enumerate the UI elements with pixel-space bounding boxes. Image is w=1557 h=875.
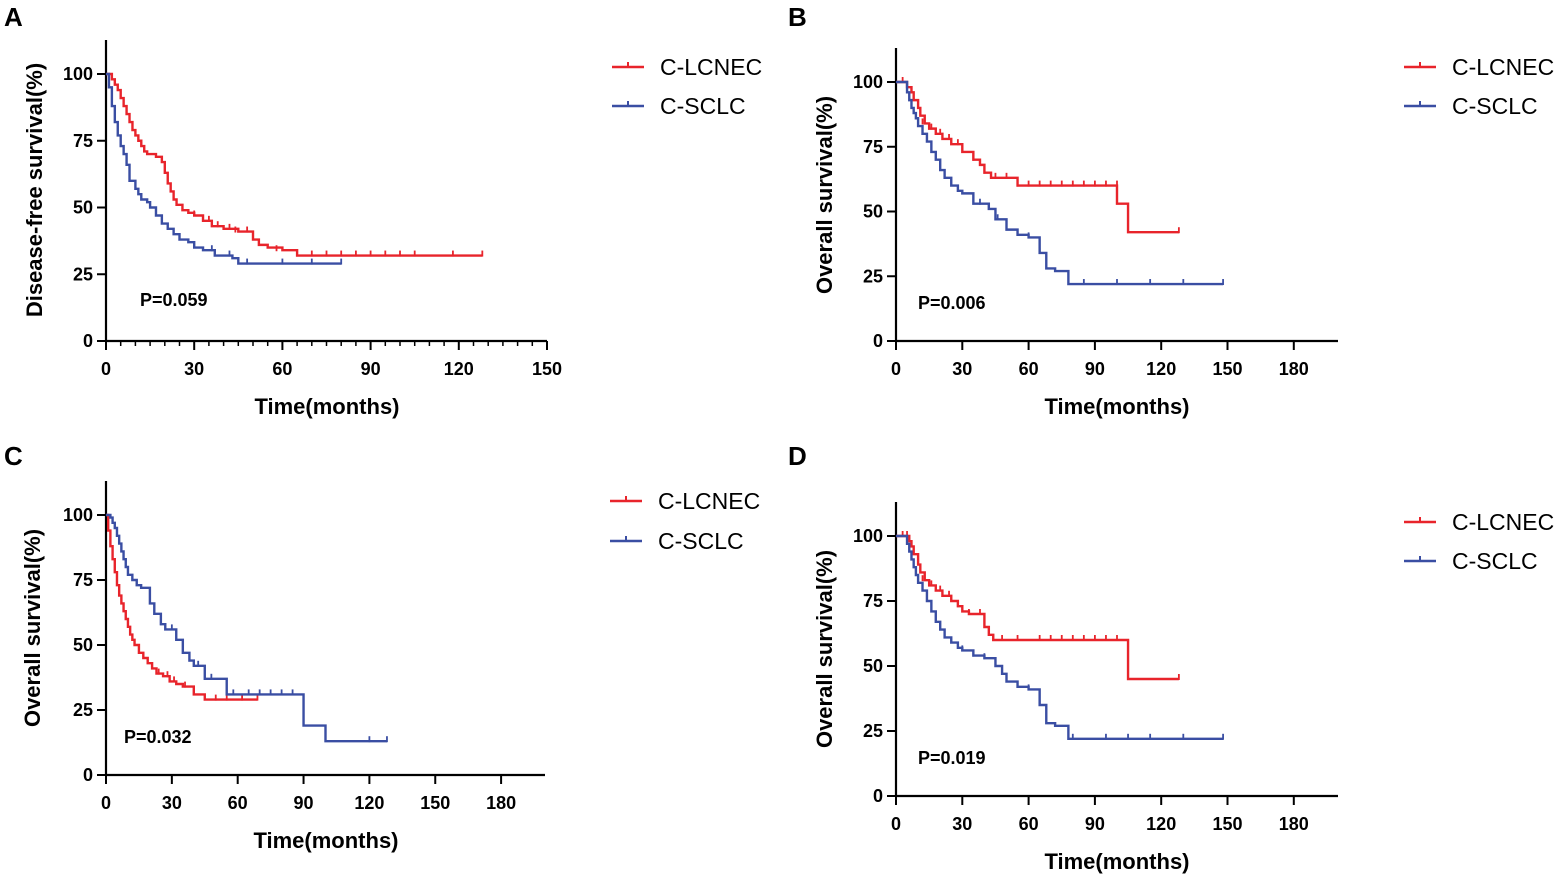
y-tick-label: 50 — [863, 656, 883, 676]
y-axis-title: Overall survival(%) — [812, 550, 837, 748]
legend-label: C-SCLC — [658, 528, 744, 554]
x-tick-label: 0 — [891, 814, 901, 834]
y-tick-label: 75 — [73, 131, 93, 151]
x-tick-label: 60 — [228, 793, 248, 813]
x-tick-label: 150 — [1212, 359, 1242, 379]
panel-B: B 0 25 50 75 100 0 30 60 90 120 150 180 Time(months) O… — [788, 2, 1554, 419]
x-tick-label: 150 — [420, 793, 450, 813]
y-tick-label: 100 — [853, 72, 883, 92]
x-tick-label: 90 — [294, 793, 314, 813]
y-tick-label: 0 — [873, 331, 883, 351]
survival-curve-c-lcnec — [896, 534, 1179, 681]
legend-label: C-SCLC — [1452, 548, 1538, 574]
y-tick-label: 100 — [63, 505, 93, 525]
y-tick-label: 25 — [73, 264, 93, 284]
y-tick-label: 50 — [73, 635, 93, 655]
x-tick-label: 90 — [1085, 359, 1105, 379]
y-tick-label: 0 — [873, 786, 883, 806]
x-tick-label: 90 — [1085, 814, 1105, 834]
x-tick-label: 30 — [952, 359, 972, 379]
survival-curve-c-sclc — [896, 80, 1224, 286]
survival-curve-c-sclc — [106, 72, 342, 265]
x-tick-label: 150 — [532, 359, 562, 379]
x-tick-label: 60 — [1019, 359, 1039, 379]
x-tick-label: 120 — [1146, 359, 1176, 379]
y-tick-label: 50 — [863, 202, 883, 222]
y-tick-label: 25 — [863, 721, 883, 741]
survival-curve-c-lcnec — [896, 80, 1179, 234]
x-tick-label: 60 — [1019, 814, 1039, 834]
x-tick-label: 180 — [486, 793, 516, 813]
x-tick-label: 90 — [361, 359, 381, 379]
legend-label: C-LCNEC — [658, 488, 760, 514]
y-tick-label: 75 — [863, 137, 883, 157]
y-axis-title: Disease-free survival(%) — [22, 63, 47, 317]
p-value-annotation: P=0.032 — [124, 727, 192, 747]
panel-letter: C — [4, 441, 23, 471]
y-tick-label: 75 — [863, 591, 883, 611]
x-tick-label: 180 — [1279, 814, 1309, 834]
legend-label: C-SCLC — [1452, 93, 1538, 119]
p-value-annotation: P=0.019 — [918, 748, 986, 768]
y-tick-label: 75 — [73, 570, 93, 590]
legend-label: C-LCNEC — [660, 54, 762, 80]
panel-C: C 0 25 50 75 100 0 30 60 90 120 150 180 Time(months) O… — [4, 441, 760, 853]
y-tick-label: 100 — [63, 64, 93, 84]
p-value-annotation: P=0.059 — [140, 290, 208, 310]
survival-curve-c-sclc — [106, 513, 387, 743]
x-tick-label: 120 — [354, 793, 384, 813]
panel-letter: A — [4, 2, 23, 32]
y-axis-title: Overall survival(%) — [812, 96, 837, 294]
x-tick-label: 30 — [162, 793, 182, 813]
legend-label: C-SCLC — [660, 93, 746, 119]
x-tick-label: 120 — [444, 359, 474, 379]
x-tick-label: 120 — [1146, 814, 1176, 834]
x-axis-title: Time(months) — [253, 828, 398, 853]
panel-D: D 0 25 50 75 100 0 30 60 90 120 150 180 Time(months) O… — [788, 441, 1554, 874]
x-tick-label: 30 — [184, 359, 204, 379]
x-tick-label: 30 — [952, 814, 972, 834]
legend-label: C-LCNEC — [1452, 54, 1554, 80]
legend-label: C-LCNEC — [1452, 509, 1554, 535]
y-tick-label: 100 — [853, 526, 883, 546]
x-axis-title: Time(months) — [1044, 394, 1189, 419]
panel-letter: B — [788, 2, 807, 32]
x-tick-label: 0 — [101, 359, 111, 379]
x-axis-title: Time(months) — [254, 394, 399, 419]
y-tick-label: 50 — [73, 198, 93, 218]
x-axis-title: Time(months) — [1044, 849, 1189, 874]
y-tick-label: 0 — [83, 765, 93, 785]
y-axis-title: Overall survival(%) — [20, 529, 45, 727]
p-value-annotation: P=0.006 — [918, 293, 986, 313]
y-tick-label: 25 — [73, 700, 93, 720]
x-tick-label: 180 — [1279, 359, 1309, 379]
survival-curve-c-sclc — [896, 534, 1224, 740]
x-tick-label: 150 — [1212, 814, 1242, 834]
x-tick-label: 60 — [272, 359, 292, 379]
panel-A: A 0 25 50 75 100 0 30 60 90 120 150 Time(months) Dise… — [4, 2, 762, 419]
x-tick-label: 0 — [101, 793, 111, 813]
x-tick-label: 0 — [891, 359, 901, 379]
survival-curve-c-lcnec — [106, 72, 483, 257]
y-tick-label: 25 — [863, 266, 883, 286]
panel-letter: D — [788, 441, 807, 471]
survival-curve-c-lcnec — [106, 513, 258, 701]
y-tick-label: 0 — [83, 331, 93, 351]
